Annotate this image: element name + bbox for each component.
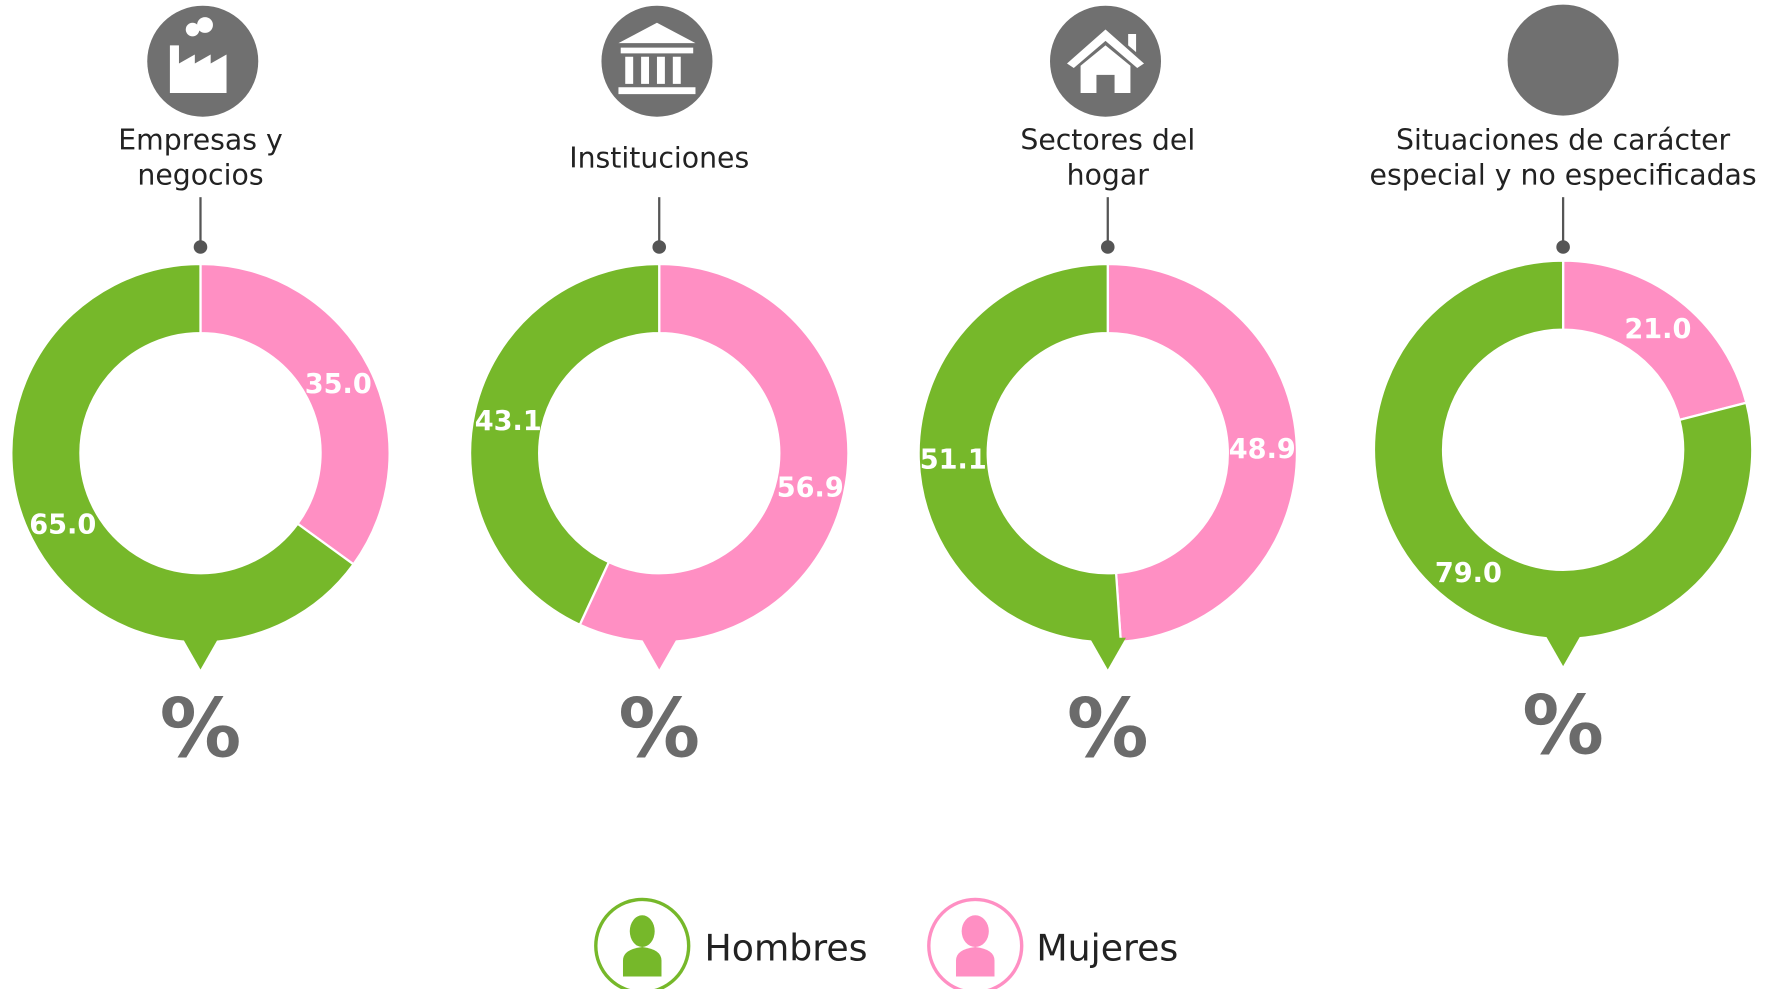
icon-special xyxy=(1507,4,1619,116)
donut-segment xyxy=(1106,262,1299,644)
unit-label: % xyxy=(1067,682,1149,777)
donut-chart: Situaciones de carácter especial y no es… xyxy=(1369,123,1757,774)
connector-dot xyxy=(193,240,208,254)
donut-segment xyxy=(917,262,1123,644)
donut-segment xyxy=(1372,259,1754,641)
factory-shape xyxy=(169,45,227,93)
value-label: 51.1 xyxy=(920,445,987,476)
institution-shape xyxy=(618,22,696,95)
woman-head xyxy=(961,915,989,948)
title-box: Instituciones xyxy=(569,141,750,174)
title-box: Sectores del hogar xyxy=(1020,123,1196,192)
donut-segment xyxy=(10,262,356,644)
value-label: 48.9 xyxy=(1229,434,1296,465)
smoke xyxy=(197,17,213,33)
donut-segment xyxy=(468,262,661,627)
connector-dot xyxy=(1556,240,1570,254)
woman-body xyxy=(955,947,995,977)
chart-title: Situaciones de carácter especial y no es… xyxy=(1369,123,1757,192)
unit-label: % xyxy=(618,682,700,777)
chart-title: Instituciones xyxy=(569,141,750,174)
title-box: Situaciones de carácter especial y no es… xyxy=(1369,123,1757,192)
chart-title: Sectores del hogar xyxy=(1020,123,1196,192)
donut-segment xyxy=(199,262,391,566)
donut-chart: Empresas y negocios 35.0 65.0% xyxy=(10,123,391,777)
donut-segment xyxy=(578,262,850,644)
pointer xyxy=(641,637,678,670)
icons xyxy=(147,4,1619,117)
connector-dot xyxy=(1100,240,1115,254)
legend-label: Hombres xyxy=(705,927,868,970)
value-label: 56.9 xyxy=(777,473,844,504)
chart-title: Empresas y negocios xyxy=(118,123,283,192)
man-body xyxy=(622,947,662,977)
legend-label: Mujeres xyxy=(1036,927,1178,970)
donut-chart: Sectores del hogar 48.9 51.1% xyxy=(917,123,1299,777)
pointer xyxy=(1089,637,1126,670)
smoke xyxy=(185,22,200,37)
pointer xyxy=(182,637,219,670)
donut-chart: Instituciones 56.9 43.1% xyxy=(468,141,850,777)
connector-dot xyxy=(652,240,667,254)
value-label: 43.1 xyxy=(475,406,542,437)
home-shape xyxy=(1066,29,1145,93)
value-label: 35.0 xyxy=(305,369,372,400)
value-label: 21.0 xyxy=(1624,314,1691,345)
man-head xyxy=(629,915,655,948)
unit-label: % xyxy=(1522,678,1604,773)
value-label: 79.0 xyxy=(1435,558,1502,589)
title-box: Empresas y negocios xyxy=(118,123,283,192)
legend: Hombres Mujeres xyxy=(594,897,1178,989)
unit-label: % xyxy=(160,682,242,777)
pointer xyxy=(1544,634,1582,667)
value-label: 65.0 xyxy=(29,510,96,541)
